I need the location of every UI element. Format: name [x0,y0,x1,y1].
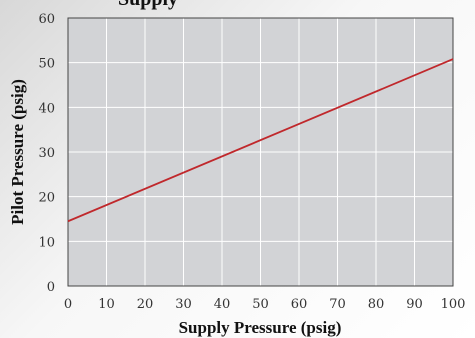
x-tick-label: 10 [98,297,115,312]
x-tick-label: 90 [406,297,423,312]
y-tick-label: 0 [47,280,55,295]
x-tick-label: 40 [214,297,231,312]
y-tick-label: 50 [38,57,55,72]
x-tick-label: 100 [441,297,466,312]
grid-lines [68,18,453,286]
series-line-1 [67,58,454,223]
chart-title: Supply [118,0,178,10]
x-tick-label: 50 [252,297,269,312]
series-layer [67,58,454,223]
axes [67,17,454,287]
x-tick-label: 30 [175,297,192,312]
x-axis-title: Supply Pressure (psig) [179,318,342,337]
x-tick-label: 20 [137,297,154,312]
x-tick-labels: 0 10 20 30 40 50 60 70 80 90 100 [64,297,466,312]
x-tick-label: 80 [368,297,385,312]
y-tick-label: 20 [38,191,55,206]
plot-frame [67,17,454,287]
y-tick-label: 30 [38,146,55,161]
y-tick-label: 60 [38,12,55,27]
x-tick-label: 0 [64,297,72,312]
x-tick-label: 60 [291,297,308,312]
y-axis-title: Pilot Pressure (psig) [8,79,27,225]
y-tick-label: 40 [38,101,55,116]
y-tick-labels: 0 10 20 30 40 50 60 [38,12,55,295]
y-tick-label: 10 [38,235,55,250]
x-tick-label: 70 [329,297,346,312]
